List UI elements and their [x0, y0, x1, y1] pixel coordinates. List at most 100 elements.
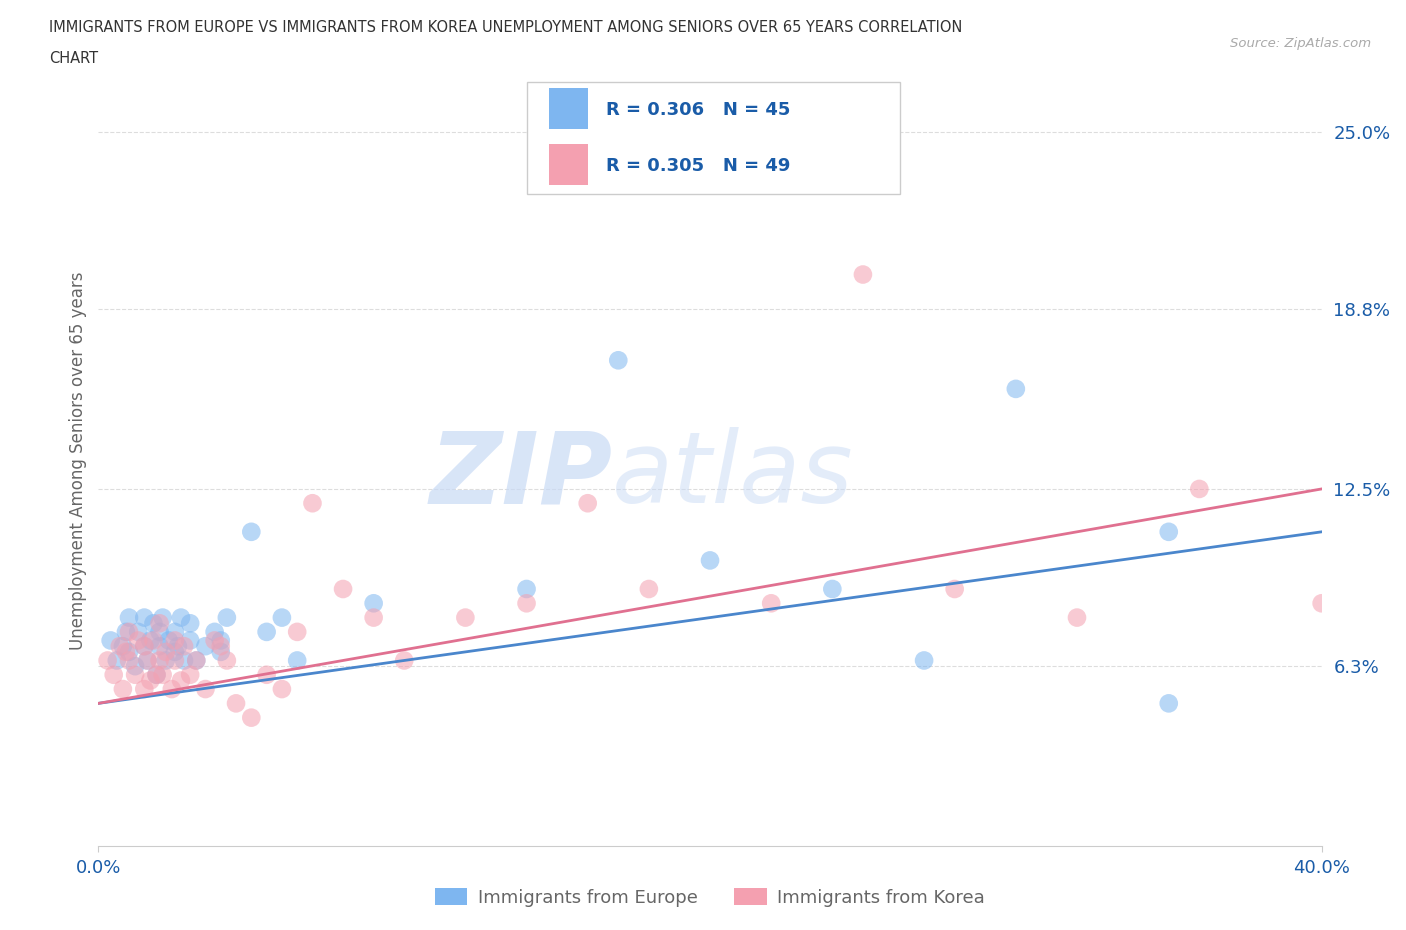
Point	[118, 610, 141, 625]
Y-axis label: Unemployment Among Seniors over 65 years: Unemployment Among Seniors over 65 years	[69, 272, 87, 649]
Point	[157, 633, 180, 648]
Point	[209, 639, 232, 654]
Point	[215, 610, 238, 625]
Point	[204, 624, 226, 639]
Point	[821, 581, 844, 596]
Point	[124, 658, 146, 673]
Point	[115, 624, 138, 639]
Point	[186, 653, 208, 668]
Point	[149, 653, 172, 668]
Point	[215, 653, 238, 668]
Point	[759, 596, 782, 611]
Point	[152, 668, 174, 683]
Point	[1188, 482, 1211, 497]
Point	[363, 596, 385, 611]
Point	[149, 616, 172, 631]
Point	[127, 624, 149, 639]
Point	[194, 639, 217, 654]
Point	[105, 653, 128, 668]
Point	[134, 610, 156, 625]
Point	[204, 633, 226, 648]
Point	[179, 668, 201, 683]
Text: Source: ZipAtlas.com: Source: ZipAtlas.com	[1230, 37, 1371, 50]
Point	[1066, 610, 1088, 625]
Point	[167, 639, 190, 654]
Point	[392, 653, 416, 668]
Point	[136, 653, 159, 668]
Point	[943, 581, 966, 596]
Point	[118, 624, 141, 639]
Text: ZIP: ZIP	[429, 427, 612, 525]
Point	[103, 668, 125, 683]
Point	[240, 525, 263, 539]
Point	[240, 711, 263, 725]
Point	[256, 668, 278, 683]
Point	[285, 653, 308, 668]
Point	[142, 633, 165, 648]
Point	[152, 610, 174, 625]
Point	[194, 682, 217, 697]
Point	[163, 653, 186, 668]
FancyBboxPatch shape	[548, 144, 588, 185]
Text: atlas: atlas	[612, 427, 853, 525]
Point	[576, 496, 599, 511]
Point	[134, 682, 156, 697]
FancyBboxPatch shape	[548, 88, 588, 129]
Point	[454, 610, 477, 625]
Point	[301, 496, 323, 511]
Point	[173, 653, 195, 668]
Point	[124, 668, 146, 683]
Point	[97, 653, 120, 668]
Point	[108, 639, 131, 654]
Point	[1004, 381, 1026, 396]
Text: CHART: CHART	[49, 51, 98, 66]
Point	[100, 633, 122, 648]
Point	[607, 352, 630, 367]
Point	[149, 639, 172, 654]
Point	[852, 267, 875, 282]
Point	[699, 553, 721, 568]
Point	[516, 581, 538, 596]
Point	[270, 682, 292, 697]
Point	[186, 653, 208, 668]
Point	[173, 639, 195, 654]
Point	[118, 653, 141, 668]
Point	[111, 639, 134, 654]
Point	[139, 633, 162, 648]
Point	[1310, 596, 1333, 611]
Point	[139, 673, 162, 688]
Point	[134, 639, 156, 654]
Text: R = 0.305   N = 49: R = 0.305 N = 49	[606, 157, 790, 175]
Point	[115, 644, 138, 659]
Point	[155, 653, 177, 668]
Point	[134, 639, 156, 654]
Point	[160, 682, 183, 697]
Point	[170, 673, 193, 688]
Point	[149, 624, 172, 639]
Text: IMMIGRANTS FROM EUROPE VS IMMIGRANTS FROM KOREA UNEMPLOYMENT AMONG SENIORS OVER : IMMIGRANTS FROM EUROPE VS IMMIGRANTS FRO…	[49, 20, 963, 35]
Point	[1157, 525, 1180, 539]
FancyBboxPatch shape	[526, 82, 900, 194]
Point	[637, 581, 661, 596]
Point	[516, 596, 538, 611]
Point	[111, 682, 134, 697]
Point	[270, 610, 292, 625]
Point	[285, 624, 308, 639]
Point	[127, 633, 149, 648]
Point	[170, 610, 193, 625]
Point	[256, 624, 278, 639]
Point	[209, 644, 232, 659]
Point	[225, 696, 247, 711]
Point	[145, 668, 167, 683]
Point	[163, 624, 186, 639]
Point	[363, 610, 385, 625]
Point	[912, 653, 935, 668]
Point	[142, 616, 165, 631]
Point	[136, 653, 159, 668]
Point	[145, 668, 167, 683]
Point	[332, 581, 354, 596]
Point	[163, 633, 186, 648]
Point	[179, 633, 201, 648]
Point	[155, 644, 177, 659]
Point	[1157, 696, 1180, 711]
